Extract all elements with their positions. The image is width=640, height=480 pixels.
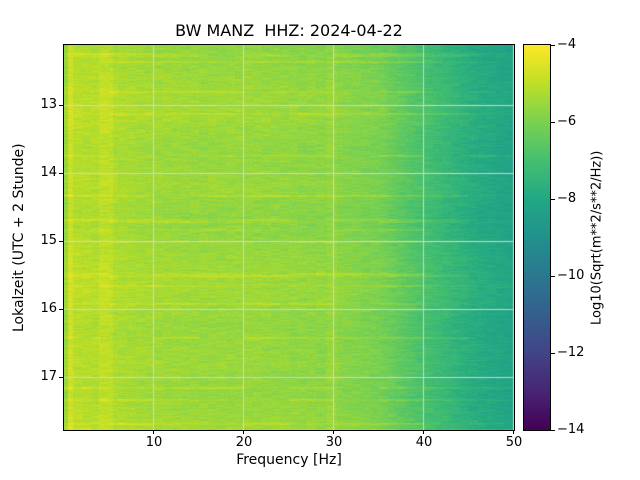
x-tick-label: 10 bbox=[145, 435, 163, 450]
y-tick-mark bbox=[59, 240, 63, 242]
colorbar-tick-label: −12 bbox=[557, 345, 585, 360]
y-tick-label: 16 bbox=[40, 300, 57, 316]
x-tick-label: 20 bbox=[235, 435, 253, 450]
colorbar-label: Log10(Sqrt(m**2/s**2/Hz)) bbox=[589, 150, 605, 325]
x-tick-mark bbox=[513, 430, 514, 434]
x-tick-mark bbox=[333, 430, 334, 434]
colorbar-gradient bbox=[523, 44, 551, 431]
y-tick-mark bbox=[59, 376, 63, 378]
colorbar-tick-mark bbox=[551, 430, 555, 431]
x-tick-label: 40 bbox=[415, 435, 433, 450]
y-tick-label: 17 bbox=[40, 368, 57, 384]
spectrogram-canvas bbox=[64, 45, 514, 430]
colorbar-tick-label: −4 bbox=[557, 37, 577, 52]
colorbar-tick-label: −6 bbox=[557, 114, 577, 129]
y-tick-mark bbox=[59, 104, 63, 106]
y-tick-label: 13 bbox=[40, 96, 57, 112]
y-tick-label: 14 bbox=[40, 164, 57, 180]
plot-title: BW MANZ HHZ: 2024-04-22 bbox=[175, 21, 403, 40]
colorbar-tick-mark bbox=[551, 45, 555, 46]
x-tick-mark bbox=[423, 430, 424, 434]
x-tick-mark bbox=[153, 430, 154, 434]
colorbar-tick-label: −14 bbox=[557, 422, 585, 437]
x-tick-mark bbox=[243, 430, 244, 434]
colorbar-tick-mark bbox=[551, 199, 555, 200]
x-axis-label: Frequency [Hz] bbox=[236, 452, 342, 468]
y-tick-mark bbox=[59, 308, 63, 310]
x-tick-label: 30 bbox=[325, 435, 343, 450]
colorbar-tick-mark bbox=[551, 276, 555, 277]
x-tick-label: 50 bbox=[505, 435, 523, 450]
y-tick-mark bbox=[59, 172, 63, 174]
y-axis-label: Lokalzeit (UTC + 2 Stunde) bbox=[11, 143, 27, 332]
y-tick-label: 15 bbox=[40, 232, 57, 248]
plot-area bbox=[63, 44, 515, 431]
colorbar-tick-mark bbox=[551, 353, 555, 354]
colorbar-tick-label: −8 bbox=[557, 191, 577, 206]
colorbar-tick-mark bbox=[551, 122, 555, 123]
colorbar-tick-label: −10 bbox=[557, 268, 585, 283]
